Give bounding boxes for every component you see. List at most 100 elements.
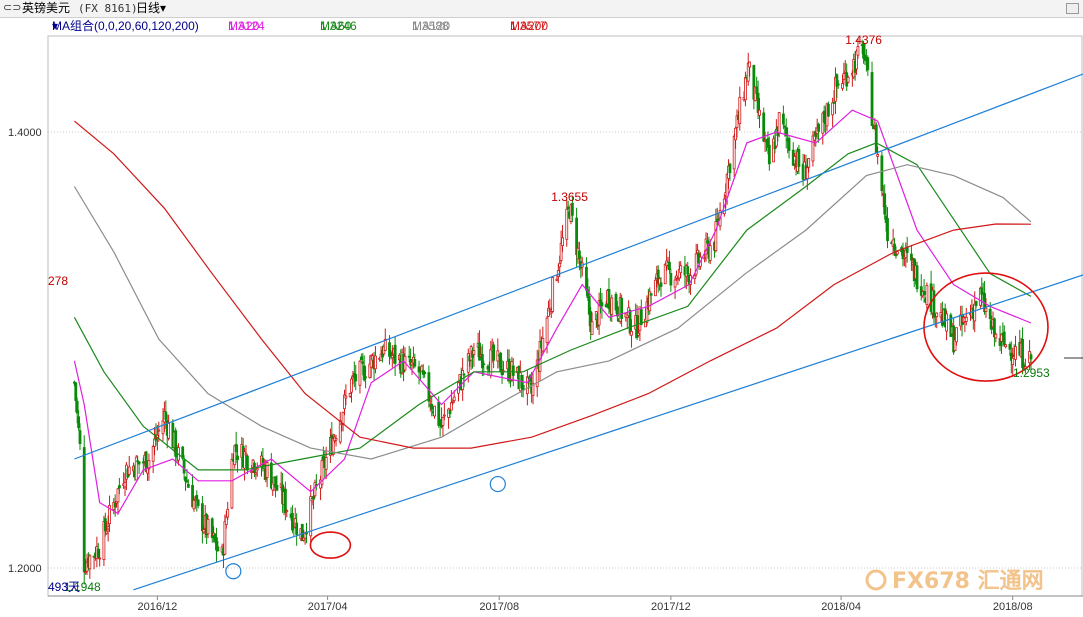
candle xyxy=(113,494,117,517)
candle xyxy=(344,384,348,406)
candle xyxy=(738,86,742,131)
candle xyxy=(255,462,259,477)
candle-body xyxy=(587,296,591,315)
candle xyxy=(575,207,579,267)
period-label: 日线 xyxy=(136,1,161,15)
candle-body xyxy=(883,193,887,215)
candle-body xyxy=(350,378,353,393)
candle xyxy=(430,395,434,417)
candle-body xyxy=(932,290,936,318)
candle xyxy=(236,445,239,473)
candle xyxy=(673,276,677,299)
candle-body xyxy=(341,412,345,424)
candle-body xyxy=(141,461,145,464)
touch-point-circle xyxy=(225,563,242,580)
candle-body xyxy=(734,127,737,141)
candle-body xyxy=(694,253,698,275)
x-tick-label: 2018/04 xyxy=(821,601,861,613)
candle xyxy=(565,200,569,247)
window-box-icon[interactable] xyxy=(1066,3,1079,14)
candle xyxy=(324,446,328,480)
candle xyxy=(117,477,121,495)
link-icon[interactable]: ⊂⊃ xyxy=(3,2,22,14)
candle-body xyxy=(639,309,643,325)
candle-body xyxy=(186,483,190,488)
candle-body xyxy=(559,242,563,261)
period-selector[interactable]: 日线▾ xyxy=(136,0,166,17)
candle-body xyxy=(787,137,791,151)
candle-body xyxy=(874,124,878,154)
candle xyxy=(580,256,584,277)
candle-body xyxy=(805,167,809,179)
ma-line-ma20 xyxy=(73,109,1032,515)
candle xyxy=(758,98,761,129)
candle-body xyxy=(105,530,109,534)
high-label: 1.3655 xyxy=(551,190,588,204)
candle-body xyxy=(358,360,362,386)
candle xyxy=(922,279,926,303)
candle-body xyxy=(993,318,996,338)
candle-body xyxy=(309,496,313,537)
candle-body xyxy=(744,77,747,101)
candle-body xyxy=(607,288,611,309)
candle-body xyxy=(653,279,657,297)
candle-body xyxy=(1002,331,1006,345)
candle-body xyxy=(442,414,446,417)
candle xyxy=(531,373,535,405)
candle xyxy=(891,228,895,256)
moving-averages xyxy=(73,109,1032,515)
legend-ma60-value: 1.3246 xyxy=(320,19,357,33)
candle xyxy=(639,299,643,326)
ma-line-ma60 xyxy=(73,142,1032,471)
legend-ma200-value: 1.3577 xyxy=(510,19,547,33)
high-label: 1.4376 xyxy=(845,33,882,47)
candle-body xyxy=(117,485,121,489)
candle-body xyxy=(174,430,178,457)
candle xyxy=(409,348,412,369)
candle xyxy=(206,515,210,539)
candle-body xyxy=(144,451,148,472)
candle-body xyxy=(1008,344,1012,350)
ma-line-ma120 xyxy=(73,164,1032,460)
x-tick-label: 2017/08 xyxy=(479,601,519,613)
candle xyxy=(935,312,939,329)
candle xyxy=(1004,344,1008,349)
candle-body xyxy=(843,70,847,73)
candle xyxy=(904,242,908,268)
candle-body xyxy=(354,374,358,382)
candle-body xyxy=(973,303,977,322)
candle-body xyxy=(565,208,569,240)
x-tick-label: 2016/12 xyxy=(137,601,177,613)
candle-body xyxy=(555,278,559,281)
candle-body xyxy=(807,158,811,168)
candle-body xyxy=(157,429,161,432)
candle-body xyxy=(427,372,431,402)
candle xyxy=(578,241,581,271)
candle-body xyxy=(836,83,840,86)
candle xyxy=(448,407,452,418)
candle xyxy=(137,461,141,474)
candle-body xyxy=(254,472,258,475)
candle xyxy=(679,261,683,279)
candle-body xyxy=(703,257,707,260)
candle xyxy=(870,61,874,127)
candle-body xyxy=(75,400,79,414)
candle-body xyxy=(974,301,978,306)
candle xyxy=(984,298,988,318)
candle xyxy=(210,517,214,543)
candle-body xyxy=(675,275,678,279)
candle-body xyxy=(1029,354,1033,360)
candles xyxy=(72,38,1033,585)
candle xyxy=(910,244,913,271)
candle-body xyxy=(876,154,880,157)
candle xyxy=(462,372,466,388)
candle xyxy=(669,268,673,292)
candle-body xyxy=(910,253,913,261)
candle xyxy=(767,136,771,171)
candle-body xyxy=(216,546,220,552)
candle-body xyxy=(147,460,151,470)
candle-body xyxy=(886,218,889,242)
candle xyxy=(883,184,887,220)
candle-body xyxy=(344,395,348,399)
